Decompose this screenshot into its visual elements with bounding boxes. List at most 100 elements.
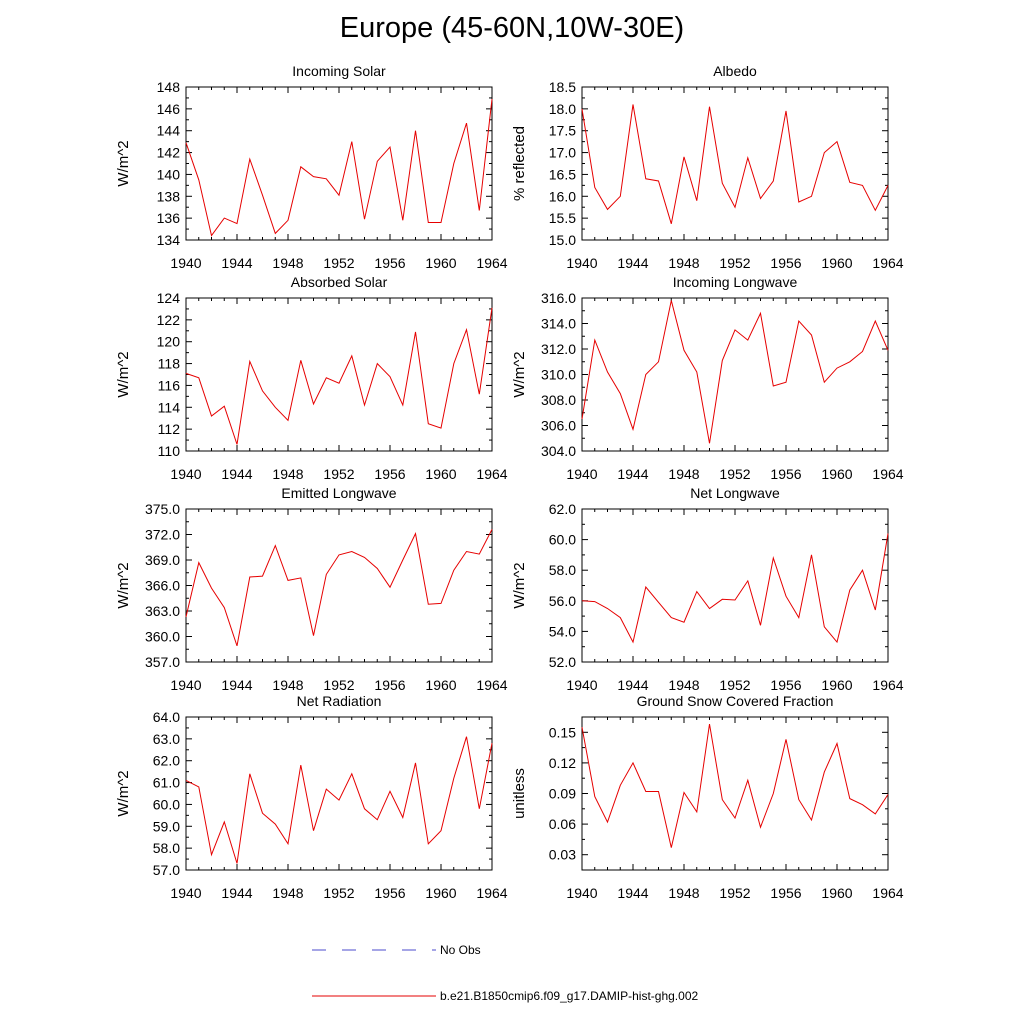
x-tick-label: 1956: [770, 885, 801, 901]
x-tick-label: 1960: [425, 885, 456, 901]
y-tick-label: 375.0: [145, 501, 180, 517]
x-tick-label: 1944: [617, 885, 648, 901]
x-tick-label: 1956: [374, 885, 405, 901]
x-tick-label: 1952: [719, 466, 750, 482]
y-tick-label: 360.0: [145, 629, 180, 645]
y-tick-label: 316.0: [541, 290, 576, 306]
y-tick-label: 144: [157, 123, 181, 139]
y-tick-label: 114: [158, 399, 181, 415]
x-tick-label: 1960: [821, 466, 852, 482]
y-tick-label: 134: [157, 232, 181, 248]
y-tick-label: 15.5: [549, 210, 576, 226]
x-tick-label: 1956: [374, 677, 405, 693]
y-tick-label: 60.0: [549, 532, 576, 548]
x-tick-label: 1960: [821, 677, 852, 693]
y-tick-label: 0.03: [549, 847, 576, 863]
chart-panel: Incoming Solar W/m^2 134 136 138 140 142 144 146…: [115, 63, 508, 271]
x-tick-label: 1952: [719, 885, 750, 901]
x-tick-label: 1948: [272, 466, 303, 482]
x-tick-label: 1940: [170, 466, 201, 482]
x-tick-label: 1960: [425, 255, 456, 271]
plot-frame: [581, 716, 889, 871]
x-tick-label: 1964: [476, 677, 507, 693]
y-tick-label: 314.0: [541, 316, 576, 332]
series-line: [581, 724, 889, 848]
x-tick-label: 1948: [272, 255, 303, 271]
series-line: [185, 307, 493, 445]
y-tick-label: 122: [157, 312, 181, 328]
y-tick-label: 0.06: [549, 816, 576, 832]
x-tick-label: 1940: [170, 255, 201, 271]
series-line: [581, 533, 889, 644]
y-tick-label: 63.0: [153, 731, 180, 747]
x-tick-label: 1948: [272, 677, 303, 693]
x-tick-label: 1952: [323, 466, 354, 482]
y-tick-label: 366.0: [145, 578, 180, 594]
y-tick-label: 64.0: [153, 709, 180, 725]
legend-no-obs-label: No Obs: [440, 943, 481, 957]
x-tick-label: 1960: [821, 885, 852, 901]
legend-model-label: b.e21.B1850cmip6.f09_g17.DAMIP-hist-ghg.…: [440, 989, 698, 1003]
y-tick-label: 308.0: [541, 392, 576, 408]
y-tick-label: 310.0: [541, 367, 576, 383]
x-tick-label: 1964: [872, 885, 903, 901]
chart-panel: Net Longwave W/m^2 52.0 54.0 56.0 58.0 60.0 62.…: [511, 485, 904, 693]
y-tick-label: 52.0: [549, 654, 576, 670]
x-tick-label: 1948: [272, 885, 303, 901]
y-tick-label: 57.0: [153, 862, 180, 878]
plot-frame: [185, 508, 493, 663]
page-title: Europe (45-60N,10W-30E): [339, 12, 685, 44]
x-tick-label: 1956: [770, 677, 801, 693]
x-tick-label: 1960: [425, 466, 456, 482]
x-tick-label: 1956: [770, 466, 801, 482]
plot-frame: [581, 297, 889, 452]
y-tick-label: 357.0: [145, 654, 180, 670]
x-tick-label: 1944: [617, 677, 648, 693]
chart-title: Emitted Longwave: [281, 485, 396, 501]
x-tick-label: 1952: [323, 677, 354, 693]
x-tick-label: 1944: [617, 255, 648, 271]
y-tick-label: 58.0: [153, 840, 180, 856]
y-tick-label: 140: [157, 166, 181, 182]
y-tick-label: 112: [158, 421, 181, 437]
y-tick-label: 118: [158, 356, 181, 372]
x-tick-label: 1964: [872, 677, 903, 693]
series-line: [581, 300, 889, 444]
chart-title: Incoming Solar: [292, 63, 386, 79]
y-tick-label: 142: [157, 145, 181, 161]
y-tick-label: 116: [158, 377, 181, 393]
chart-panel: Albedo % reflected 15.0 15.5 16.0 16.5 17.0 17.…: [511, 63, 904, 271]
y-axis-label: W/m^2: [115, 562, 132, 608]
chart-title: Net Radiation: [297, 693, 382, 709]
y-tick-label: 18.5: [549, 79, 576, 95]
chart-panel: Emitted Longwave W/m^2 357.0 360.0 363.0 366.…: [115, 485, 508, 693]
legend: No Obs b.e21.B1850cmip6.f09_g17.DAMIP-hi…: [312, 943, 698, 1003]
y-tick-label: 312.0: [541, 341, 576, 357]
chart-title: Absorbed Solar: [291, 274, 388, 290]
x-tick-label: 1960: [821, 255, 852, 271]
y-tick-label: 59.0: [153, 818, 180, 834]
y-tick-label: 372.0: [145, 527, 180, 543]
y-axis-label: % reflected: [511, 126, 528, 201]
x-tick-label: 1952: [719, 677, 750, 693]
chart-title: Incoming Longwave: [673, 274, 798, 290]
x-tick-label: 1940: [170, 885, 201, 901]
y-tick-label: 16.5: [549, 166, 576, 182]
x-tick-label: 1944: [617, 466, 648, 482]
y-tick-label: 17.0: [549, 145, 576, 161]
y-tick-label: 18.0: [549, 101, 576, 117]
x-tick-label: 1952: [719, 255, 750, 271]
series-line: [185, 98, 493, 237]
x-tick-label: 1944: [221, 677, 252, 693]
x-tick-label: 1940: [566, 255, 597, 271]
x-tick-label: 1964: [476, 885, 507, 901]
x-tick-label: 1956: [770, 255, 801, 271]
x-tick-label: 1940: [566, 466, 597, 482]
y-tick-label: 120: [157, 334, 181, 350]
plot-frame: [581, 86, 889, 241]
x-tick-label: 1948: [668, 885, 699, 901]
y-axis-label: W/m^2: [115, 351, 132, 397]
x-tick-label: 1960: [425, 677, 456, 693]
x-tick-label: 1964: [872, 466, 903, 482]
